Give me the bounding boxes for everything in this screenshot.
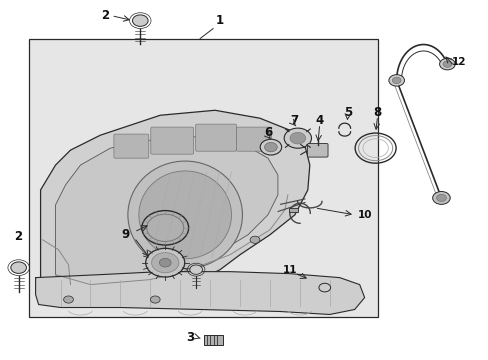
Circle shape [145, 248, 184, 277]
Text: 5: 5 [343, 106, 351, 119]
Circle shape [63, 296, 73, 303]
Bar [29, 39, 377, 318]
Circle shape [260, 139, 281, 155]
Circle shape [388, 75, 404, 86]
Circle shape [159, 258, 171, 267]
Circle shape [289, 132, 305, 144]
Circle shape [442, 61, 451, 67]
Circle shape [189, 265, 202, 274]
Text: 12: 12 [451, 58, 466, 67]
Circle shape [439, 58, 454, 70]
Text: 9: 9 [121, 228, 129, 241]
Polygon shape [56, 136, 277, 285]
FancyBboxPatch shape [114, 134, 148, 158]
Polygon shape [41, 110, 309, 300]
FancyBboxPatch shape [195, 124, 236, 151]
Text: 4: 4 [315, 114, 323, 127]
FancyBboxPatch shape [307, 144, 327, 157]
FancyBboxPatch shape [203, 334, 222, 345]
Text: 10: 10 [357, 210, 371, 220]
Text: 2: 2 [101, 9, 109, 22]
Circle shape [432, 192, 449, 204]
Text: 11: 11 [282, 265, 297, 275]
Circle shape [150, 296, 160, 303]
Circle shape [436, 194, 446, 202]
Circle shape [151, 253, 179, 273]
Circle shape [284, 128, 311, 148]
Text: 8: 8 [373, 106, 381, 119]
Circle shape [249, 236, 259, 243]
Circle shape [132, 15, 148, 26]
Circle shape [391, 77, 400, 84]
Circle shape [264, 143, 277, 152]
Polygon shape [36, 272, 364, 315]
Text: 7: 7 [289, 114, 297, 127]
Text: 3: 3 [186, 331, 194, 344]
Ellipse shape [128, 161, 242, 269]
Text: 2: 2 [15, 230, 22, 243]
FancyBboxPatch shape [289, 208, 298, 212]
FancyBboxPatch shape [150, 127, 193, 154]
FancyBboxPatch shape [236, 127, 271, 151]
Text: 1: 1 [215, 14, 223, 27]
Ellipse shape [139, 171, 231, 259]
Circle shape [11, 262, 26, 273]
Text: 6: 6 [263, 126, 271, 139]
